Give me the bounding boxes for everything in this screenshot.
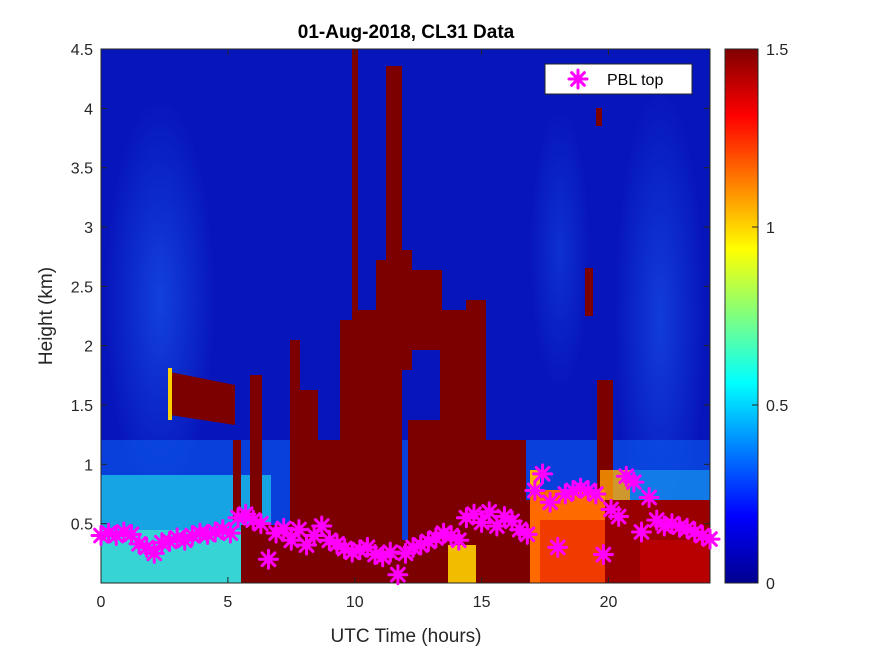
- pbl-point: [219, 522, 241, 544]
- pbl-point: [311, 515, 333, 537]
- pbl-point: [478, 501, 500, 523]
- colorbar: 0 0.5 1 1.5: [724, 42, 788, 593]
- legend: PBL top: [544, 63, 693, 95]
- colorbar-tick-label: 1: [766, 220, 775, 237]
- pbl-point: [524, 479, 546, 501]
- x-tick-label: 15: [473, 594, 491, 611]
- colorbar-tick-label: 0.5: [766, 398, 788, 415]
- pbl-point: [257, 548, 279, 570]
- y-tick-label: 0.5: [71, 517, 93, 534]
- x-axis: 0 5 10 15 20: [97, 49, 618, 611]
- colorbar-ticks: 0 0.5 1 1.5: [752, 42, 788, 593]
- pbl-point: [387, 564, 409, 586]
- plume-11h: [386, 66, 402, 566]
- pbl-markers: [90, 463, 721, 586]
- pbl-point: [143, 542, 165, 564]
- pbl-point: [638, 487, 660, 509]
- y-tick-label: 4.5: [71, 42, 93, 59]
- colorbar-scale: [724, 48, 759, 584]
- y-tick-label: 1: [84, 457, 93, 474]
- x-tick-label: 5: [223, 594, 232, 611]
- x-tick-label: 0: [97, 594, 106, 611]
- pbl-point: [159, 530, 181, 552]
- y-tick-label: 4: [84, 101, 93, 118]
- pbl-point: [440, 525, 462, 547]
- pbl-point: [585, 483, 607, 505]
- legend-asterisk: [567, 68, 589, 90]
- y-tick-label: 1.5: [71, 398, 93, 415]
- pbl-point: [250, 513, 272, 535]
- pbl-point: [516, 523, 538, 545]
- pbl-point: [699, 528, 721, 550]
- y-axis-label: Height (km): [36, 267, 57, 365]
- pbl-point: [608, 506, 630, 528]
- pbl-point: [630, 521, 652, 543]
- pbl-point: [532, 463, 554, 485]
- legend-box: [544, 63, 693, 95]
- pbl-point: [592, 544, 614, 566]
- elevated-layer-edge: [168, 368, 172, 420]
- pbl-point: [547, 536, 569, 558]
- y-tick-label: 3.5: [71, 161, 93, 178]
- y-tick-label: 3: [84, 220, 93, 237]
- colorbar-tick-label: 0: [766, 576, 775, 593]
- y-tick-label: 2: [84, 339, 93, 356]
- pbl-point: [623, 471, 645, 493]
- plot-frame: [100, 48, 711, 584]
- pbl-point: [539, 491, 561, 513]
- aerosol-plume-right: [615, 90, 705, 550]
- y-tick-label: 2.5: [71, 279, 93, 296]
- pbl-point: [471, 511, 493, 533]
- elevated-layer: [170, 372, 235, 425]
- x-tick-label: 10: [346, 594, 364, 611]
- pbl-point: [280, 529, 302, 551]
- x-tick-label: 20: [600, 594, 618, 611]
- y-axis: 0.5 1 1.5 2 2.5 3 3.5 4 4.5: [71, 42, 710, 534]
- legend-marker-pbl: [567, 68, 589, 90]
- pbl-point: [448, 529, 470, 551]
- aerosol-plume-mid: [530, 110, 590, 390]
- legend-label: PBL top: [607, 72, 663, 89]
- pbl-point: [288, 519, 310, 541]
- x-axis-label: UTC Time (hours): [331, 626, 482, 647]
- colorbar-tick-label: 1.5: [766, 42, 788, 59]
- plume-10h: [352, 49, 358, 569]
- chart-title: 01-Aug-2018, CL31 Data: [298, 22, 515, 43]
